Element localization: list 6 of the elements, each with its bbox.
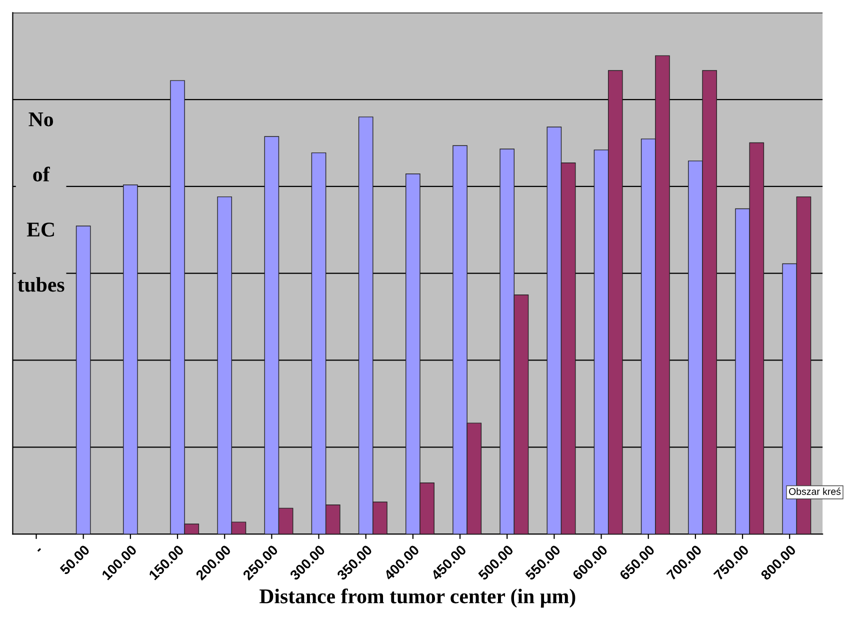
bar (76, 226, 91, 534)
x-axis-title: Distance from tumor center (in µm) (260, 588, 576, 608)
annotation: Obszar kreś (789, 488, 841, 495)
bar (123, 184, 138, 534)
x-tick-label: - (37, 548, 42, 552)
text: No of EC tubes (18, 112, 64, 292)
